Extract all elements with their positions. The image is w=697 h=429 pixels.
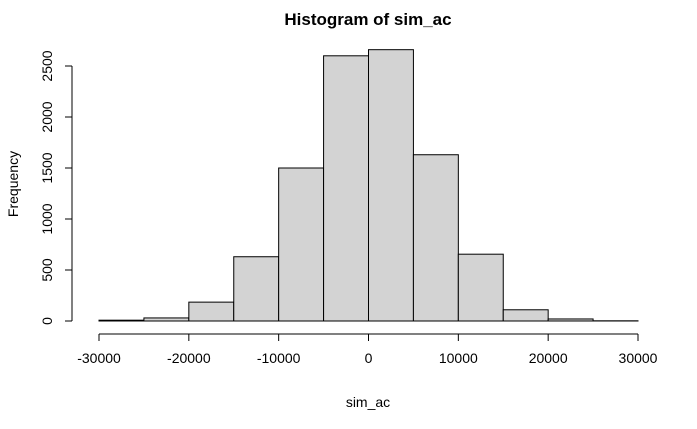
histogram-bar: [457, 253, 504, 322]
histogram-bar: [368, 49, 414, 322]
histogram-bar: [547, 318, 594, 322]
y-tick-label: 0: [39, 317, 55, 325]
y-axis: 0 500 1000 1500 2000 2500: [39, 50, 73, 325]
y-tick-label: 500: [39, 258, 55, 282]
histogram-bar: [143, 317, 190, 322]
x-axis-label: sim_ac: [346, 394, 390, 410]
x-tick-label: 30000: [619, 350, 658, 366]
y-tick-label: 2000: [39, 101, 55, 132]
x-tick-label: -20000: [167, 350, 211, 366]
y-tick-label: 1500: [39, 152, 55, 183]
histogram-bars: [98, 49, 639, 322]
chart-title: Histogram of sim_ac: [284, 10, 451, 29]
histogram-bar: [323, 55, 370, 322]
histogram-bar: [233, 256, 280, 322]
x-tick-label: -30000: [77, 350, 121, 366]
histogram-bar: [188, 301, 235, 322]
histogram-bar: [278, 167, 325, 322]
x-tick-label: 0: [365, 350, 373, 366]
x-axis: -30000 -20000 -10000 0 10000 20000 30000: [77, 333, 658, 366]
x-tick-label: 20000: [529, 350, 568, 366]
y-axis-label: Frequency: [5, 151, 21, 217]
y-tick-label: 1000: [39, 203, 55, 234]
histogram-bar: [98, 319, 145, 322]
y-tick-label: 2500: [39, 50, 55, 81]
x-tick-label: -10000: [257, 350, 301, 366]
histogram-bar: [502, 309, 549, 322]
x-tick-label: 10000: [439, 350, 478, 366]
x-ticks: -30000 -20000 -10000 0 10000 20000 30000: [77, 334, 658, 366]
histogram-bar: [412, 154, 459, 322]
y-ticks: 0 500 1000 1500 2000 2500: [39, 50, 72, 325]
